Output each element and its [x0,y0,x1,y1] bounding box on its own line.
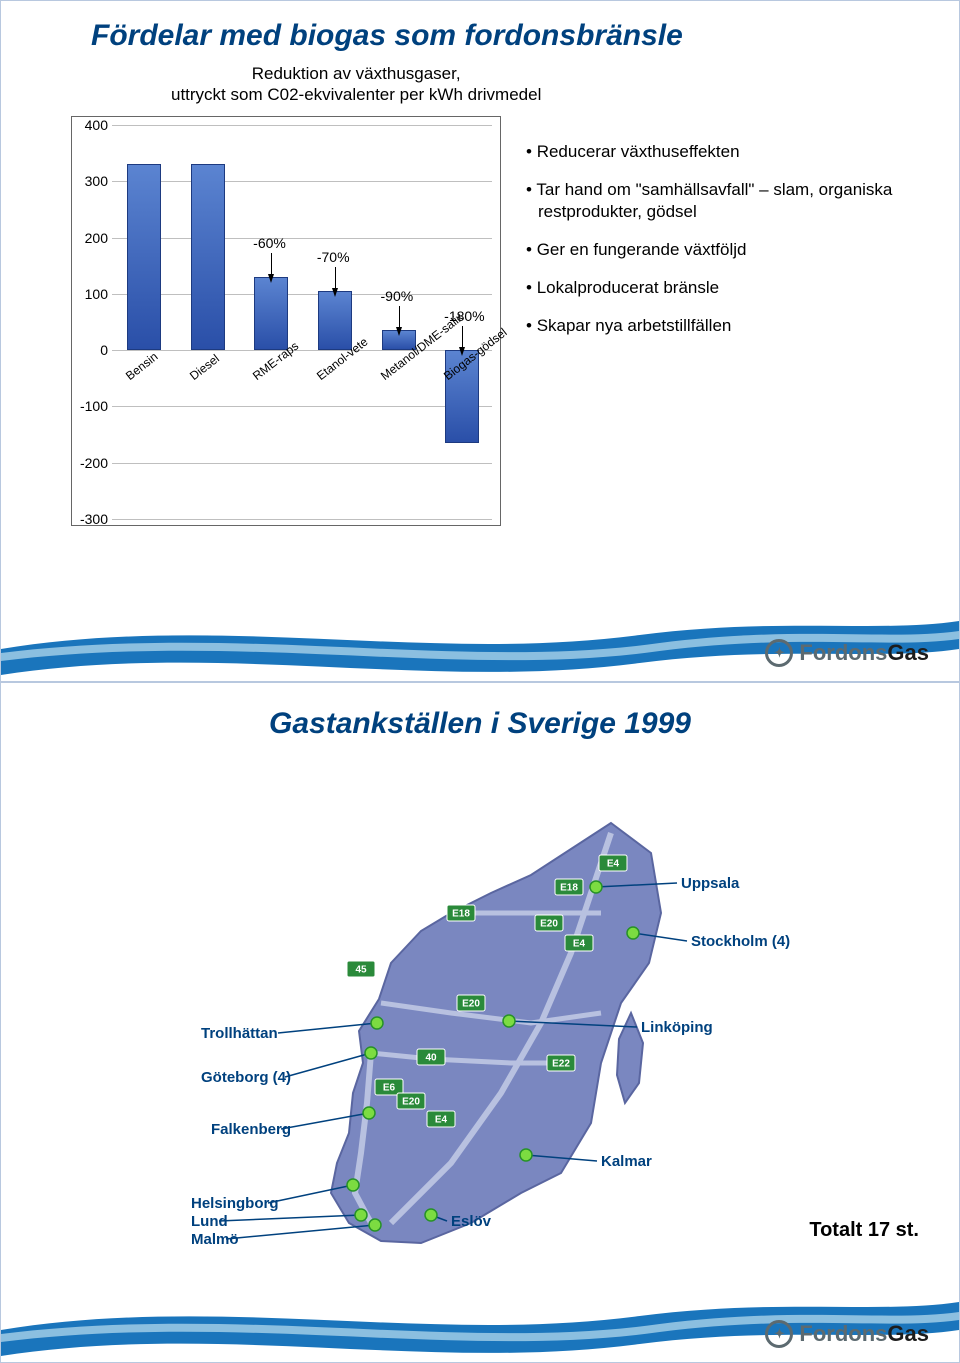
route-badge-text: E18 [452,909,470,920]
station-marker [503,1015,515,1027]
fordongas-logo: ✦ FordonsGas [765,1320,929,1348]
route-badge-text: E18 [560,883,578,894]
pct-annotation: -60% [253,235,286,251]
station-marker [369,1219,381,1231]
benefit-item: Lokalproducerat bränsle [526,277,926,299]
y-axis-tick: 400 [74,117,108,133]
route-badge-text: E6 [383,1083,396,1094]
slide-gas-stations-map: Gastankställen i Sverige 1999 E4 E18 E18 E2… [0,682,960,1363]
emissions-bar-chart: -300-200-1000100200300400BensinDieselRME… [71,116,501,526]
pct-annotation: -180% [444,308,484,324]
city-label: Eslöv [451,1213,491,1230]
gridline [112,181,492,182]
station-marker [590,881,602,893]
station-marker [363,1107,375,1119]
city-label: Trollhättan [201,1025,278,1042]
benefit-item: Ger en fungerande växtföljd [526,239,926,261]
logo-swirl-icon: ✦ [765,1320,793,1348]
station-marker [520,1149,532,1161]
subtitle-line1: Reduktion av växthusgaser, [252,64,461,83]
city-label: Stockholm (4) [691,933,790,950]
arrow-down-icon [268,274,274,283]
station-marker [365,1047,377,1059]
gridline [112,350,492,351]
slide2-title: Gastankställen i Sverige 1999 [1,683,959,741]
leader-line [219,1215,361,1221]
fordongas-logo: ✦ FordonsGas [765,639,929,667]
sweden-map: E4 E18 E18 E20 E4 45 E20 40 E22 E6 E20 E4 Uppsala St… [131,763,831,1283]
station-marker [347,1179,359,1191]
subtitle-line2: uttryckt som C02-ekvivalenter per kWh dr… [171,85,541,104]
y-axis-tick: 0 [74,342,108,358]
city-label: Lund [191,1213,228,1230]
slide1-subtitle: Reduktion av växthusgaser, uttryckt som … [171,63,541,106]
bar [318,291,352,350]
station-marker [355,1209,367,1221]
category-label: Diesel [187,352,222,384]
slide-biogas-advantages: Fördelar med biogas som fordonsbränsle R… [0,0,960,682]
bar [191,164,225,350]
gridline [112,125,492,126]
y-axis-tick: 200 [74,230,108,246]
city-label: Helsingborg [191,1195,279,1212]
city-label: Linköping [641,1019,713,1036]
logo-part2: Gas [887,1321,929,1346]
route-badge-text: E4 [573,939,586,950]
arrow-stem [335,267,336,289]
route-badge-text: E20 [402,1097,420,1108]
route-badge-text: 45 [355,965,367,976]
y-axis-tick: 100 [74,286,108,302]
city-label: Uppsala [681,875,739,892]
leader-line [226,1225,375,1239]
station-marker [371,1017,383,1029]
gridline [112,238,492,239]
route-badge-text: E20 [540,919,558,930]
slide1-title: Fördelar med biogas som fordonsbränsle [1,1,959,53]
arrow-stem [399,306,400,328]
total-count: Totalt 17 st. [809,1219,919,1242]
logo-swirl-icon: ✦ [765,639,793,667]
gridline [112,406,492,407]
logo-part1: Fordons [799,1321,887,1346]
y-axis-tick: -200 [74,455,108,471]
category-label: Bensin [123,350,161,384]
route-badge-text: E4 [435,1115,448,1126]
city-label: Kalmar [601,1153,652,1170]
arrow-down-icon [332,288,338,297]
bar [254,277,288,350]
benefit-item: Reducerar växthuseffekten [526,141,926,163]
station-marker [627,927,639,939]
logo-part1: Fordons [799,640,887,665]
city-label: Göteborg (4) [201,1069,291,1086]
city-label: Falkenberg [211,1121,291,1138]
arrow-down-icon [459,347,465,356]
city-label: Malmö [191,1231,239,1248]
route-badge-text: E20 [462,999,480,1010]
y-axis-tick: -100 [74,398,108,414]
benefit-item: Tar hand om "samhällsavfall" – slam, org… [526,179,926,223]
benefit-item: Skapar nya arbetstillfällen [526,315,926,337]
route-badge-text: E4 [607,859,620,870]
arrow-down-icon [396,327,402,336]
leader-line [285,1053,371,1077]
pct-annotation: -90% [381,288,414,304]
y-axis-tick: -300 [74,511,108,527]
logo-part2: Gas [887,640,929,665]
route-badge-text: E22 [552,1059,570,1070]
y-axis-tick: 300 [74,173,108,189]
arrow-stem [462,326,463,348]
gridline [112,519,492,520]
gridline [112,463,492,464]
arrow-stem [271,253,272,275]
gridline [112,294,492,295]
bar [127,164,161,350]
benefits-list: Reducerar växthuseffekten Tar hand om "sa… [526,141,926,354]
route-badge-text: 40 [425,1053,437,1064]
pct-annotation: -70% [317,249,350,265]
station-marker [425,1209,437,1221]
